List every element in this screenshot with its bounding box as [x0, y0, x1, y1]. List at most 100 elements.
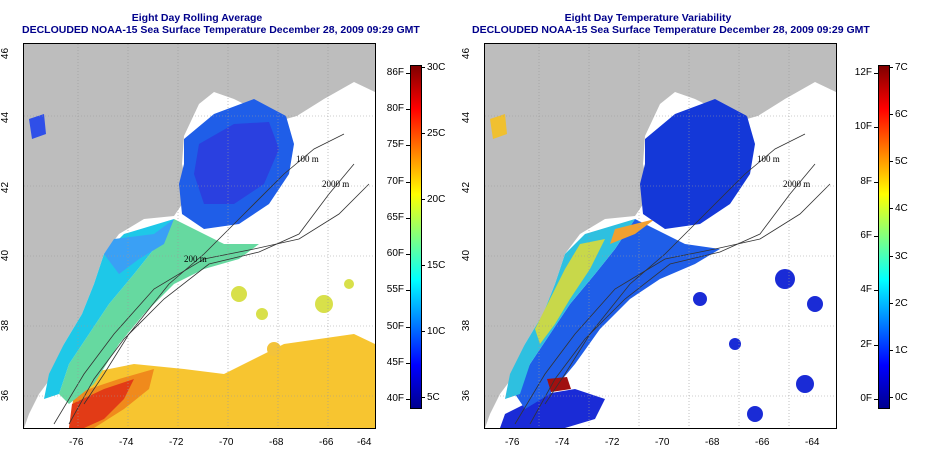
left-y-label: 38: [0, 319, 12, 332]
colorbar-f-tick: [406, 181, 410, 183]
left-blob: [315, 295, 333, 313]
left-x-label: -68: [269, 437, 284, 448]
colorbar-c-tick: [421, 397, 425, 398]
left-y-label: 42: [0, 181, 12, 194]
colorbar-c-tick: [889, 255, 893, 257]
colorbar-c-tick: [889, 67, 893, 68]
colorbar-c-label: 25C: [427, 128, 446, 139]
left-x-label: -74: [119, 437, 134, 448]
colorbar-c-label: 10C: [427, 326, 446, 337]
colorbar-f-label: 12F: [854, 67, 872, 78]
colorbar-f-label: 8F: [860, 175, 872, 187]
colorbar-f-label: 60F: [386, 248, 404, 260]
colorbar-c-tick: [421, 199, 425, 200]
right-lake: [490, 114, 507, 139]
colorbar-f-tick: [406, 145, 410, 147]
left-y-label: 36: [0, 389, 12, 402]
left-x-label: -72: [169, 437, 184, 448]
left-blob: [256, 308, 268, 320]
right-map-svg: 100 m 2000 m: [485, 44, 836, 428]
colorbar-c-tick: [889, 302, 893, 304]
right-blob: [729, 338, 741, 350]
colorbar-f-tick: [874, 236, 878, 237]
colorbar-f-label: 70F: [386, 175, 404, 187]
colorbar-c-tick: [421, 133, 425, 134]
colorbar-c-tick: [889, 161, 893, 163]
left-x-label: -64: [357, 437, 372, 448]
right-contour-label-100m: 100 m: [757, 154, 780, 164]
colorbar-f-tick: [406, 326, 410, 328]
right-contour-200m: [529, 163, 816, 425]
left-map-plot: 100 m 2000 m 200 m: [23, 43, 376, 429]
right-y-label: 38: [461, 319, 473, 332]
left-blob: [231, 286, 247, 302]
colorbar-f-label: 50F: [386, 320, 404, 332]
colorbar-f-tick: [406, 217, 410, 219]
colorbar-c-tick: [889, 349, 893, 351]
right-x-label: -72: [605, 437, 620, 448]
right-blob: [747, 406, 763, 422]
colorbar-c-tick: [421, 67, 425, 68]
right-colorbar: [878, 65, 890, 409]
right-offshore-patches: [500, 389, 605, 428]
right-x-label: -76: [505, 437, 520, 448]
right-x-label: -68: [705, 437, 720, 448]
colorbar-f-label: 65F: [386, 211, 404, 223]
left-warm-patch-red: [69, 379, 134, 428]
right-contour-100m: [544, 133, 806, 405]
right-front-orange: [610, 219, 655, 244]
colorbar-f-tick: [406, 109, 410, 111]
left-contour-100m: [83, 133, 345, 405]
colorbar-c-label: 15C: [427, 260, 446, 271]
colorbar-f-tick: [406, 362, 410, 364]
colorbar-f-tick: [406, 73, 410, 74]
right-x-label: -64: [805, 437, 820, 448]
left-blob: [344, 279, 354, 289]
colorbar-c-label: 4C: [895, 203, 908, 215]
left-panel-title: Eight Day Rolling Average DECLOUDED NOAA…: [22, 12, 420, 36]
colorbar-c-label: 2C: [895, 297, 908, 309]
colorbar-f-tick: [874, 127, 878, 129]
right-y-label: 42: [461, 181, 473, 194]
colorbar-f-tick: [874, 181, 878, 183]
colorbar-f-label: 75F: [386, 139, 404, 151]
left-coastal-blue: [104, 219, 174, 274]
colorbar-f-tick: [874, 290, 878, 292]
left-title-line1: Eight Day Rolling Average: [131, 12, 263, 24]
right-blob: [693, 292, 707, 306]
colorbar-f-label: 0F: [860, 393, 872, 404]
left-x-label: -66: [319, 437, 334, 448]
left-contour-200m: [68, 163, 355, 425]
left-y-label: 44: [0, 111, 12, 124]
left-contour-label-100m: 100 m: [296, 154, 319, 164]
right-y-label: 44: [461, 111, 473, 124]
right-title-line1: Eight Day Temperature Variability: [564, 12, 732, 24]
colorbar-c-label: 1C: [895, 344, 908, 356]
right-y-label: 36: [461, 389, 473, 402]
colorbar-f-label: 10F: [854, 121, 872, 133]
left-shelf-water-green: [59, 219, 259, 404]
colorbar-f-tick: [406, 399, 410, 400]
right-grid: [485, 44, 836, 428]
left-title-line2: DECLOUDED NOAA-15 Sea Surface Temperatur…: [22, 24, 420, 36]
colorbar-f-label: 86F: [386, 67, 404, 78]
colorbar-c-label: 30C: [427, 62, 446, 73]
colorbar-c-tick: [889, 114, 893, 116]
right-cold-water-blue: [640, 99, 755, 229]
right-y-label: 40: [461, 249, 473, 262]
right-contour-label-2000m: 2000 m: [783, 179, 810, 189]
left-contour-label-200m: 200 m: [184, 254, 207, 264]
left-blob: [267, 342, 281, 356]
colorbar-f-tick: [406, 254, 410, 256]
right-map-plot: 100 m 2000 m: [484, 43, 837, 429]
left-x-label: -70: [219, 437, 234, 448]
colorbar-f-label: 6F: [860, 230, 872, 241]
left-y-label: 40: [0, 249, 12, 262]
colorbar-c-label: 3C: [895, 250, 908, 262]
colorbar-c-label: 0C: [895, 392, 908, 403]
colorbar-f-tick: [406, 290, 410, 292]
colorbar-c-label: 6C: [895, 109, 908, 121]
colorbar-c-tick: [421, 265, 425, 266]
colorbar-f-tick: [874, 399, 878, 400]
colorbar-f-tick: [874, 344, 878, 346]
